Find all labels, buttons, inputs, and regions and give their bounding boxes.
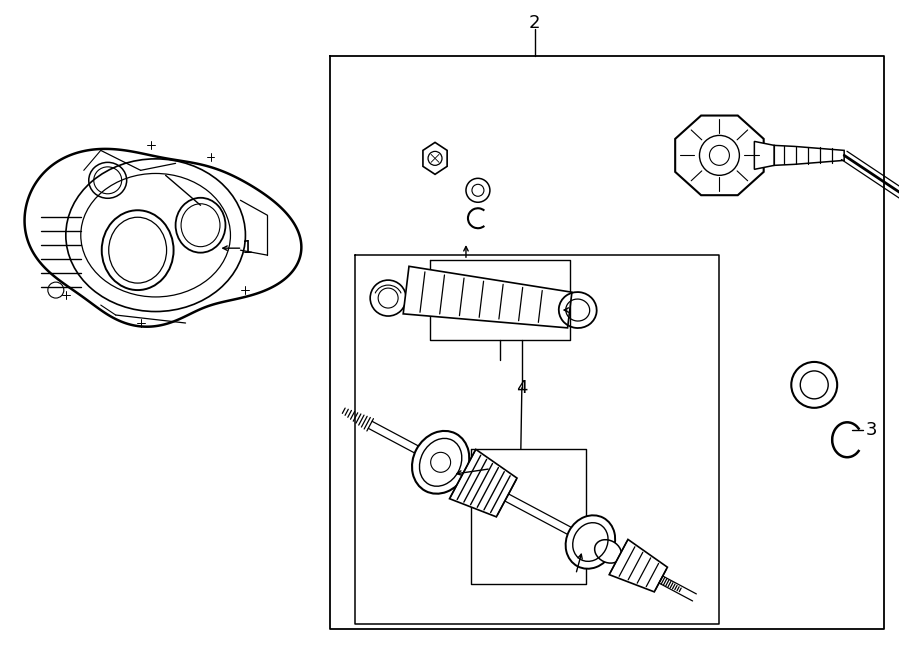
Text: 3: 3: [866, 421, 877, 439]
Ellipse shape: [412, 431, 469, 494]
Polygon shape: [423, 142, 447, 175]
Polygon shape: [675, 116, 764, 195]
Polygon shape: [24, 149, 302, 327]
Polygon shape: [403, 266, 572, 328]
Ellipse shape: [595, 539, 621, 563]
Text: 2: 2: [529, 14, 541, 32]
Polygon shape: [609, 539, 668, 592]
Polygon shape: [754, 141, 774, 169]
Text: 1: 1: [242, 239, 253, 257]
Text: 4: 4: [516, 379, 527, 397]
Ellipse shape: [565, 516, 615, 568]
Polygon shape: [774, 145, 844, 165]
Polygon shape: [449, 449, 517, 517]
